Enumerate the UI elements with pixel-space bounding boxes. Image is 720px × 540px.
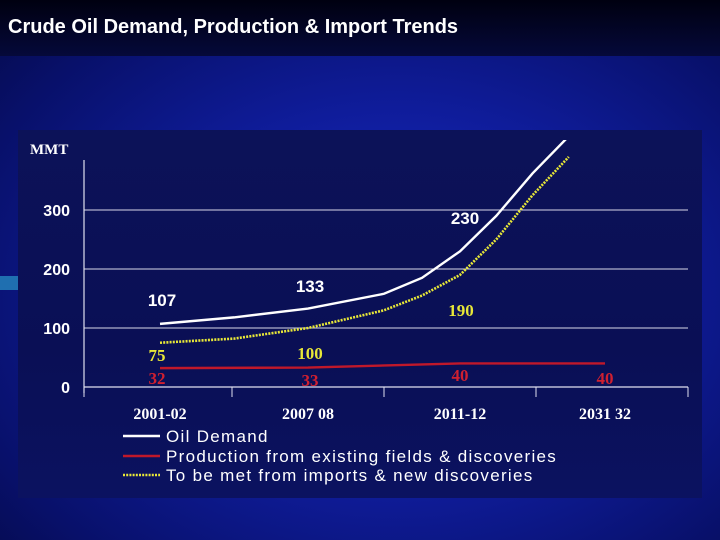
slide-accent [0, 276, 18, 290]
data-label-1-1: 33 [302, 371, 319, 390]
y-tick-label-300: 300 [43, 203, 70, 220]
y-tick-label-0: 0 [61, 380, 70, 397]
x-tick-label-3: 2031 32 [579, 406, 631, 423]
title-bar: Crude Oil Demand, Production & Import Tr… [0, 0, 720, 56]
data-label-1-2: 40 [452, 366, 469, 385]
x-tick-label-0: 2001-02 [133, 406, 186, 423]
x-tick-label-2: 2011-12 [434, 406, 486, 423]
legend-label-2: To be met from imports & new discoveries [166, 466, 534, 485]
series-line-1 [159, 362, 605, 370]
data-label-0-0: 107 [148, 291, 176, 310]
page-title: Crude Oil Demand, Production & Import Tr… [8, 16, 459, 38]
series-line-2 [159, 156, 570, 345]
legend-label-1: Production from existing fields & discov… [166, 447, 557, 466]
legend-label-0: Oil Demand [166, 427, 269, 446]
data-label-0-2: 230 [451, 209, 479, 228]
y-tick-label-200: 200 [43, 262, 70, 279]
series-line-0 [159, 140, 567, 326]
data-label-2-2: 190 [448, 301, 474, 320]
data-label-2-0: 75 [149, 346, 166, 365]
data-label-1-0: 32 [149, 369, 166, 388]
data-label-0-1: 133 [296, 277, 324, 296]
y-tick-label-100: 100 [43, 321, 70, 338]
y-axis-label: MMT [30, 142, 68, 158]
data-label-2-1: 100 [297, 344, 323, 363]
x-tick-label-1: 2007 08 [282, 406, 334, 423]
data-label-1-3: 40 [597, 369, 614, 388]
